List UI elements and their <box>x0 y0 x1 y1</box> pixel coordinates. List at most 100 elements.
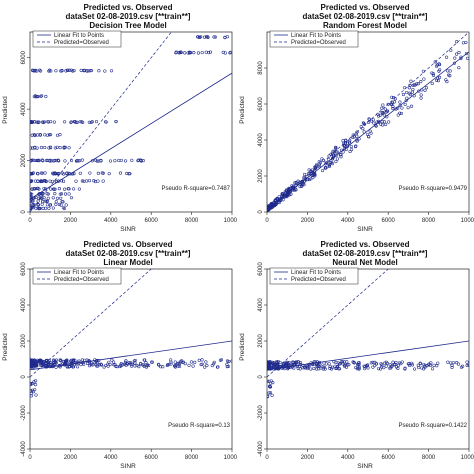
data-point <box>31 390 36 394</box>
y-tick-label: 4000 <box>21 102 27 116</box>
data-point <box>361 127 365 131</box>
data-point <box>109 69 114 73</box>
data-point <box>380 106 384 110</box>
identity-line <box>30 269 152 378</box>
data-point <box>436 361 440 365</box>
data-point <box>409 79 413 83</box>
data-point <box>380 363 384 367</box>
y-tick-label: -2000 <box>21 405 27 421</box>
data-point <box>32 158 36 162</box>
chart-model-name: Random Forest Model <box>323 21 407 30</box>
data-point <box>40 94 44 98</box>
data-point <box>91 363 95 367</box>
data-point <box>467 363 469 367</box>
y-tick-label: 2000 <box>258 169 264 183</box>
data-point <box>465 363 469 368</box>
data-point <box>36 202 40 207</box>
y-tick-label: 8000 <box>258 61 264 75</box>
data-point <box>40 171 44 175</box>
data-point <box>44 94 48 99</box>
data-point <box>410 90 415 94</box>
data-point <box>390 95 394 99</box>
data-point <box>51 196 55 200</box>
data-point <box>127 172 131 176</box>
data-point <box>309 361 313 365</box>
data-point <box>30 358 32 362</box>
legend-identity-label: Predicted=Observed <box>54 277 109 283</box>
data-point <box>51 206 55 210</box>
data-point <box>167 363 171 367</box>
data-point <box>45 203 49 207</box>
data-point <box>112 360 116 364</box>
data-point <box>374 124 378 128</box>
data-point <box>63 145 67 149</box>
data-point <box>34 383 38 387</box>
data-point <box>31 360 35 365</box>
data-point <box>90 361 94 365</box>
x-tick-label: 4000 <box>104 455 118 461</box>
data-point <box>417 365 421 370</box>
data-point <box>47 133 52 137</box>
data-point <box>113 362 117 367</box>
data-point <box>309 177 313 181</box>
data-point <box>226 364 230 369</box>
data-point <box>49 69 53 73</box>
data-point <box>72 365 76 369</box>
data-point <box>357 365 362 370</box>
pseudo-r-square: Pseudo R-square=0.7487 <box>161 186 230 192</box>
data-point <box>419 96 423 100</box>
data-point <box>74 179 78 183</box>
data-point <box>30 179 33 184</box>
data-point <box>292 366 296 370</box>
data-point <box>377 114 381 118</box>
data-point <box>415 82 419 86</box>
data-point <box>301 363 305 367</box>
y-tick-label: 2000 <box>21 334 27 348</box>
chart-title: Predicted vs. Observed <box>84 3 173 12</box>
data-point <box>156 362 161 366</box>
data-point <box>398 103 402 107</box>
data-point <box>55 196 60 200</box>
data-point <box>352 135 356 139</box>
data-point <box>300 184 304 188</box>
x-tick-label: 8000 <box>422 218 436 224</box>
y-tick-label: -2000 <box>258 405 264 421</box>
data-point <box>207 51 211 55</box>
data-point <box>169 362 173 366</box>
data-point <box>269 381 273 385</box>
data-point <box>267 379 270 383</box>
data-point <box>73 358 77 362</box>
legend-identity-label: Predicted=Observed <box>54 40 109 46</box>
data-point <box>411 87 415 92</box>
data-point <box>85 69 89 73</box>
data-point <box>403 367 407 371</box>
data-point <box>101 179 105 183</box>
legend-identity-label: Predicted=Observed <box>291 40 346 46</box>
data-point <box>205 363 209 368</box>
data-point <box>63 159 67 163</box>
data-point <box>448 69 452 73</box>
data-point <box>150 360 154 364</box>
fit-line <box>30 72 232 200</box>
data-point <box>324 362 328 366</box>
data-point <box>223 51 227 55</box>
data-point <box>33 120 37 124</box>
x-tick-label: 2000 <box>301 218 315 224</box>
data-point <box>225 35 230 39</box>
data-point <box>43 145 47 150</box>
data-point <box>228 51 232 55</box>
data-point <box>361 121 365 125</box>
data-point <box>420 366 424 370</box>
data-point <box>213 35 217 39</box>
data-point <box>379 122 383 126</box>
data-point <box>69 120 73 124</box>
data-point <box>35 158 39 163</box>
x-axis-label: SINR <box>357 463 373 470</box>
fit-line <box>267 51 469 210</box>
data-point <box>48 179 52 183</box>
data-point <box>423 365 427 369</box>
data-point <box>362 364 366 368</box>
data-point <box>384 364 388 368</box>
